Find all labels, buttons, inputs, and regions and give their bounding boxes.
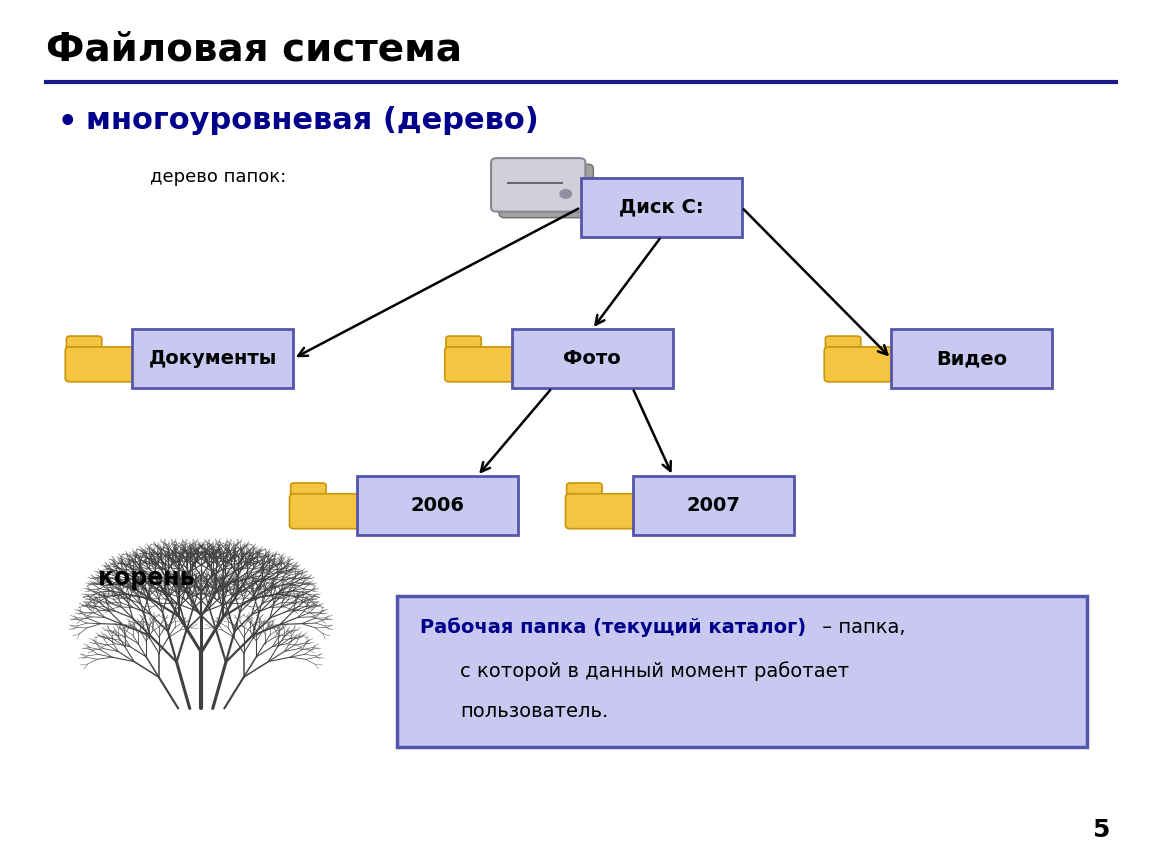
Text: 2006: 2006 [411,496,463,515]
FancyBboxPatch shape [581,178,742,237]
FancyBboxPatch shape [567,483,603,500]
FancyBboxPatch shape [132,329,293,388]
Text: с которой в данный момент работает: с которой в данный момент работает [460,661,849,681]
FancyBboxPatch shape [290,494,366,529]
FancyBboxPatch shape [891,329,1052,388]
FancyBboxPatch shape [632,476,793,535]
Text: – папка,: – папка, [816,618,906,637]
FancyBboxPatch shape [445,347,521,382]
Text: Рабочая папка (текущий каталог): Рабочая папка (текущий каталог) [420,618,806,638]
Text: дерево папок:: дерево папок: [150,168,285,187]
FancyBboxPatch shape [67,336,101,353]
Text: Диск C:: Диск C: [619,198,704,217]
FancyBboxPatch shape [66,347,141,382]
Text: 5: 5 [1092,818,1110,842]
Text: Фото: Фото [564,349,621,368]
Text: •: • [58,108,77,137]
FancyBboxPatch shape [826,336,860,353]
Text: Документы: Документы [148,349,277,368]
FancyBboxPatch shape [397,596,1087,747]
Text: Файловая система: Файловая система [46,30,462,68]
Text: корень: корень [98,566,194,590]
Text: многоуровневая (дерево): многоуровневая (дерево) [86,106,539,136]
FancyBboxPatch shape [291,483,327,500]
FancyBboxPatch shape [499,164,593,218]
FancyBboxPatch shape [566,494,642,529]
FancyBboxPatch shape [491,158,585,212]
FancyBboxPatch shape [446,336,481,353]
Text: Видео: Видео [936,349,1007,368]
FancyBboxPatch shape [356,476,518,535]
Circle shape [560,189,572,198]
FancyBboxPatch shape [825,347,900,382]
Text: пользователь.: пользователь. [460,702,608,721]
FancyBboxPatch shape [512,329,673,388]
Text: 2007: 2007 [687,496,739,515]
